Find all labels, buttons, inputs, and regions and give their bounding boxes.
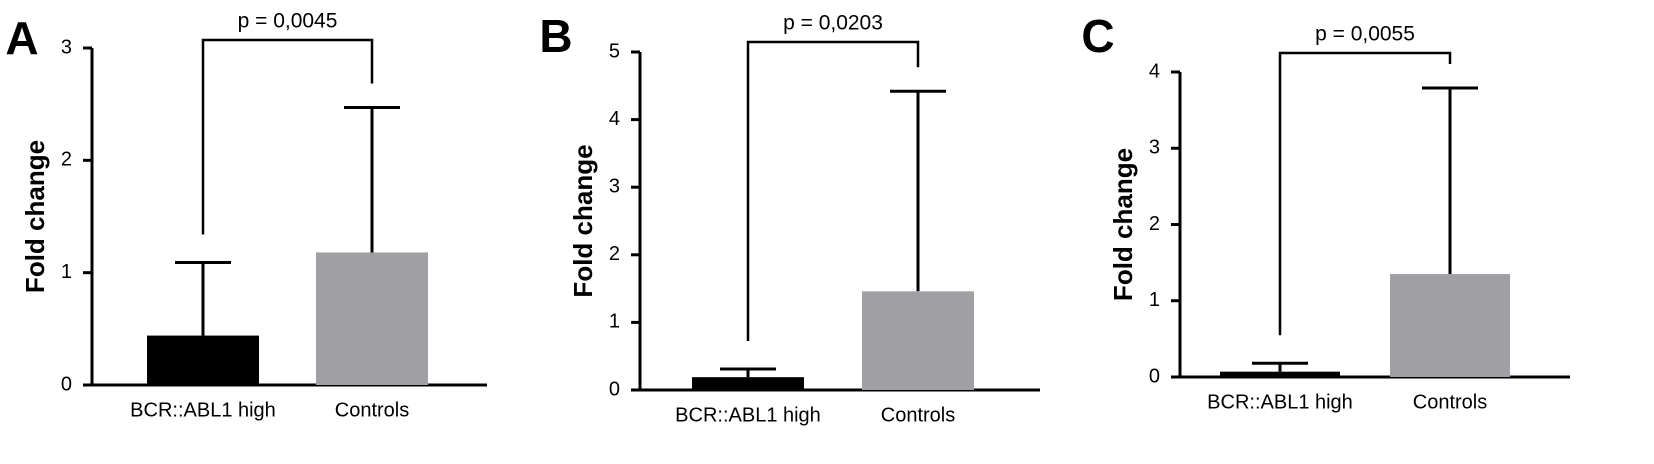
y-tick-label: 1 [1149, 289, 1160, 311]
y-tick-label: 3 [1149, 137, 1160, 159]
y-tick-label: 3 [609, 175, 620, 197]
x-tick-label: BCR::ABL1 high [130, 399, 276, 421]
significance-bracket [201, 38, 374, 235]
x-tick-label: BCR::ABL1 high [1207, 391, 1353, 413]
y-tick-label: 4 [1149, 60, 1160, 82]
y-tick-label: 3 [61, 36, 72, 58]
y-tick-label: 1 [61, 261, 72, 283]
p-value: p = 0,0045 [238, 10, 338, 33]
panel-label: C [1081, 10, 1114, 62]
bar [1390, 274, 1510, 377]
p-value: p = 0,0203 [783, 12, 883, 35]
y-tick-label: 5 [609, 40, 620, 62]
y-tick-label: 2 [609, 243, 620, 265]
y-tick-label: 0 [609, 378, 620, 400]
y-tick-label: 2 [1149, 213, 1160, 235]
y-axis-label: Fold change [20, 140, 50, 293]
y-tick-label: 4 [609, 108, 620, 130]
y-axis-label: Fold change [1108, 148, 1138, 301]
y-tick-label: 1 [609, 311, 620, 333]
p-value: p = 0,0055 [1315, 23, 1415, 46]
bar [316, 252, 428, 385]
x-tick-label: Controls [335, 399, 409, 421]
significance-bracket [746, 40, 920, 342]
y-tick-label: 0 [61, 373, 72, 395]
y-tick-label: 0 [1149, 365, 1160, 387]
bar [147, 335, 259, 385]
x-tick-label: Controls [1413, 391, 1487, 413]
x-tick-label: BCR::ABL1 high [675, 404, 821, 426]
panel-label: A [5, 12, 38, 64]
bar [1220, 371, 1340, 377]
panel-label: B [539, 10, 572, 62]
y-tick-label: 2 [61, 149, 72, 171]
bar [862, 291, 974, 390]
x-tick-label: Controls [881, 404, 955, 426]
significance-bracket [1278, 51, 1452, 336]
y-axis-label: Fold change [568, 144, 598, 297]
bar [692, 377, 804, 390]
